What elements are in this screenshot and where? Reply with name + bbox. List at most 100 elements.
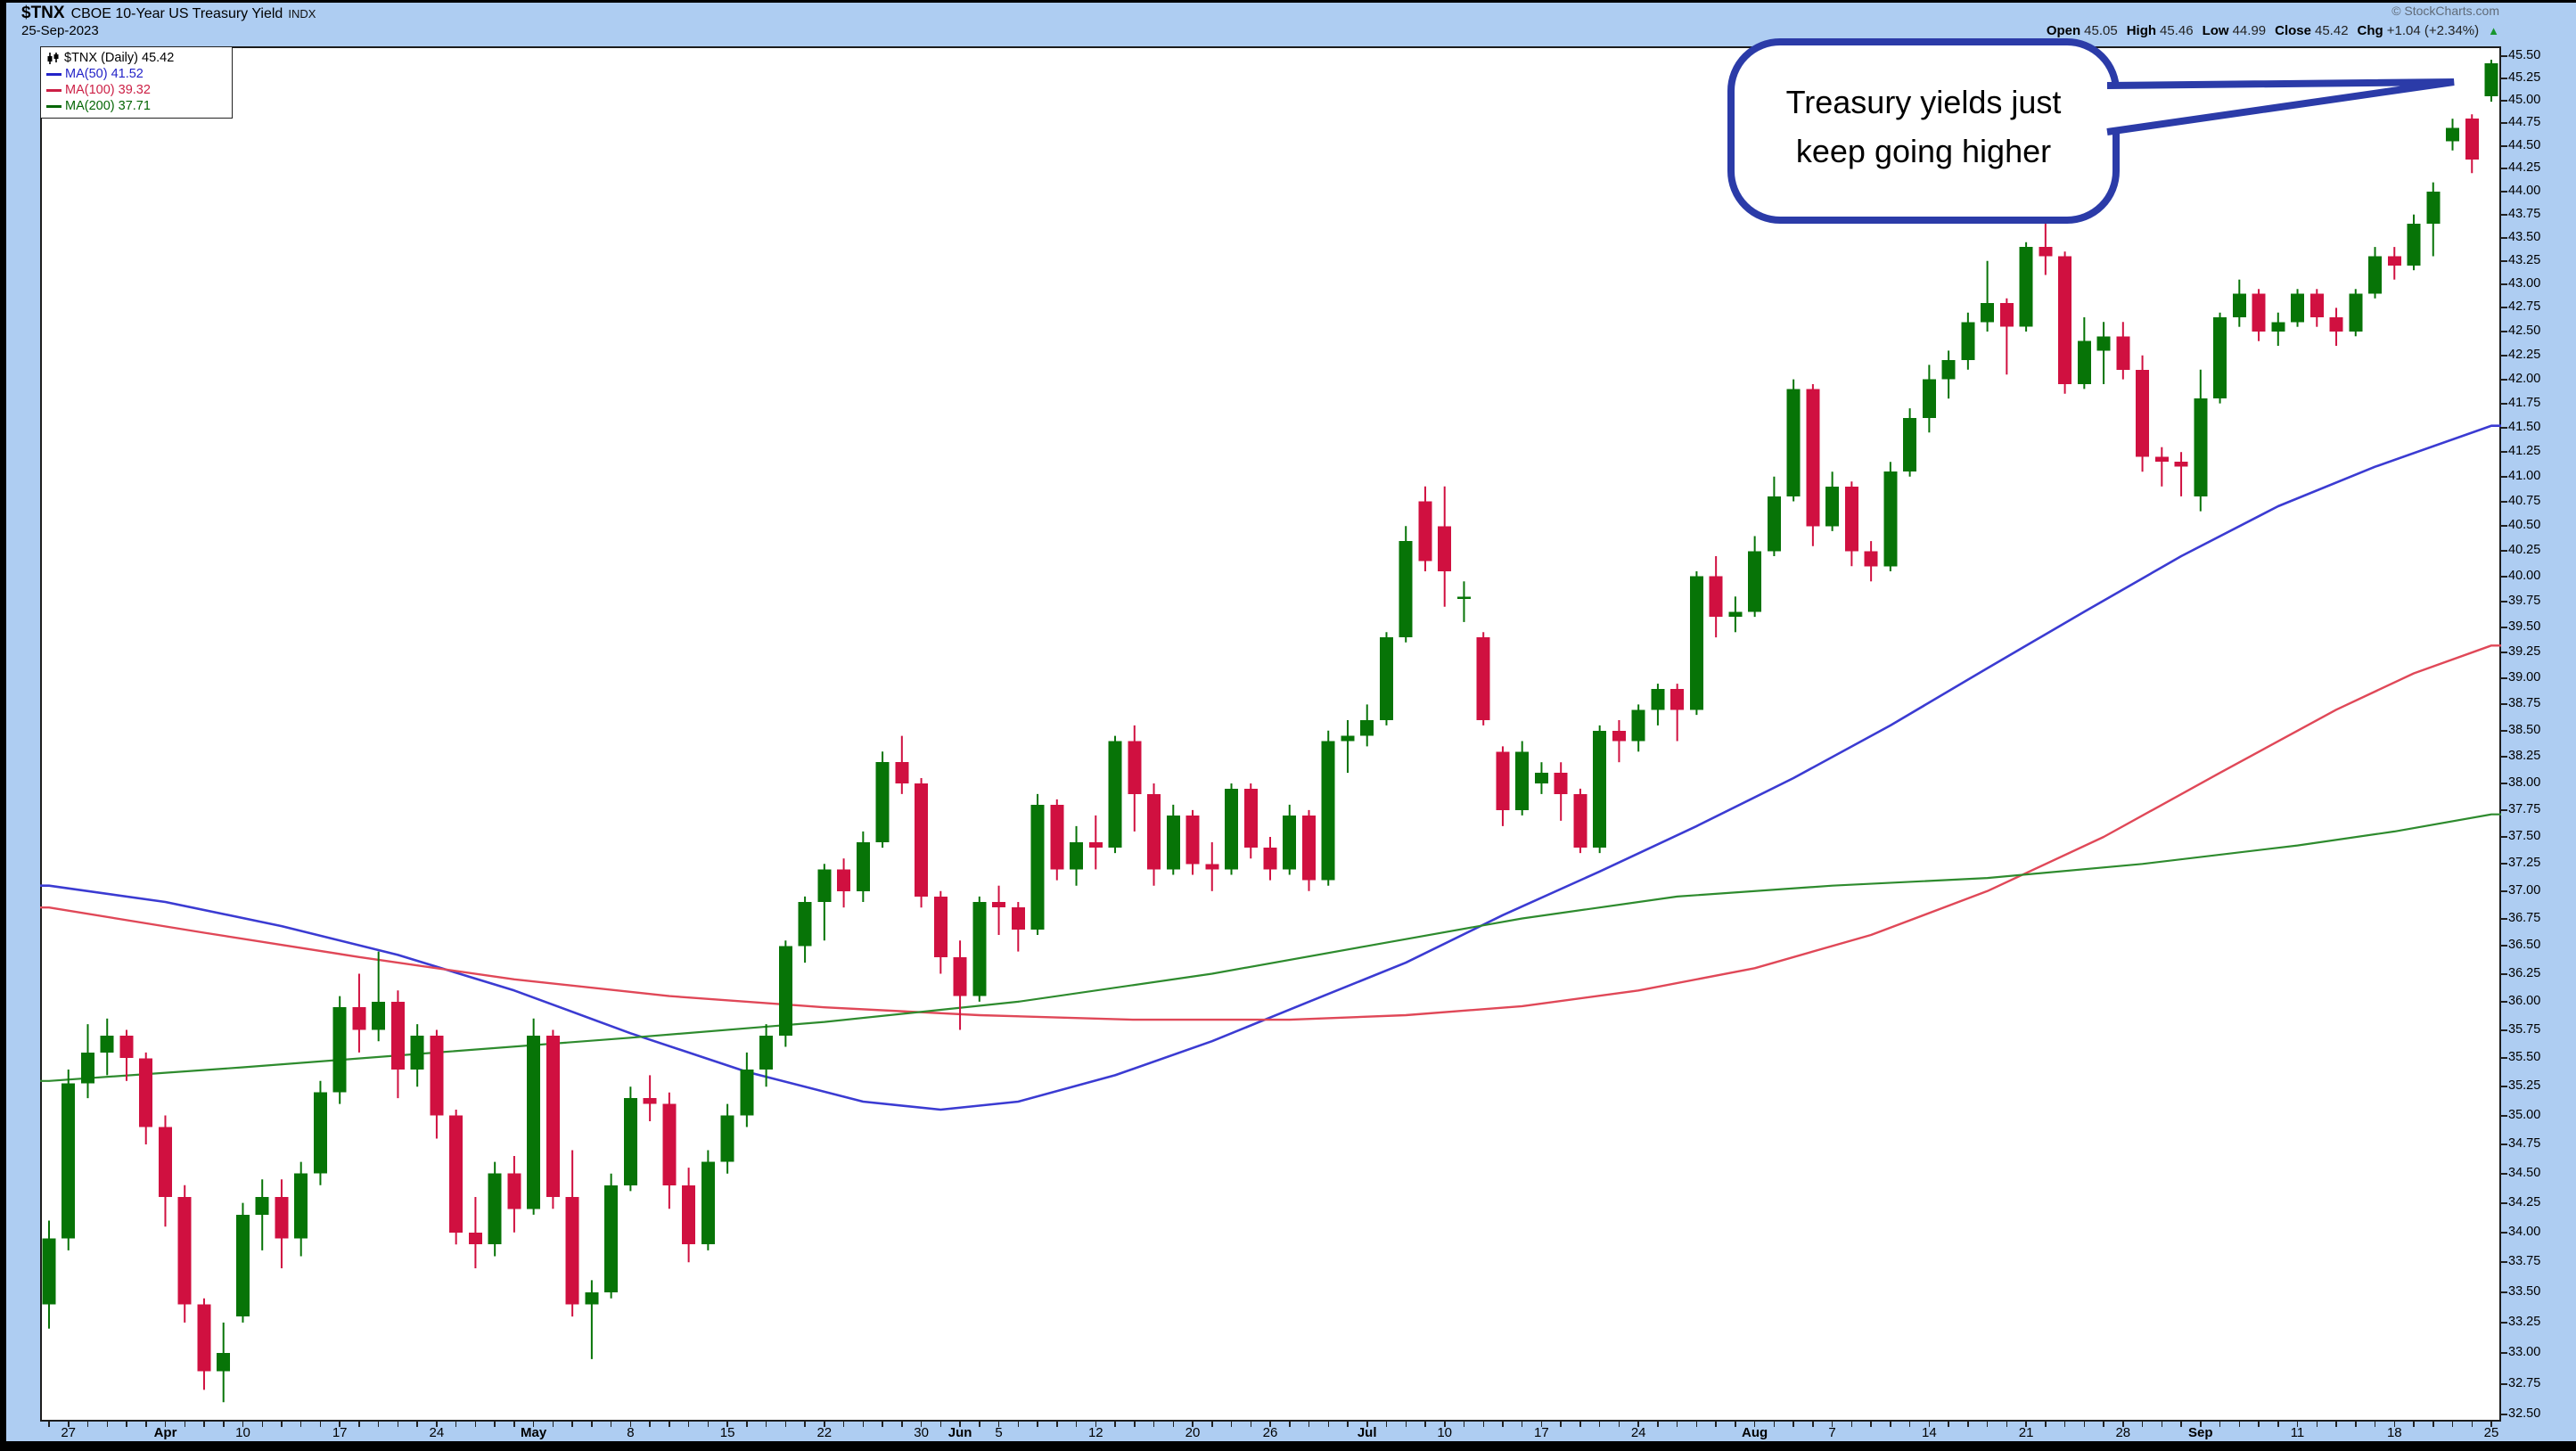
- candle: [1283, 804, 1297, 875]
- date-axis-label: 7: [1828, 1425, 1836, 1440]
- candle: [623, 1086, 637, 1192]
- candle: [1961, 312, 1975, 370]
- price-axis-tick: [2500, 889, 2507, 892]
- candle: [1108, 735, 1122, 854]
- date-axis-tick: [1831, 1422, 1834, 1427]
- candle: [565, 1150, 579, 1317]
- date-axis-tick: [2296, 1422, 2299, 1427]
- symbol-label: $TNX: [21, 4, 65, 22]
- date-axis-tick: [1424, 1422, 1426, 1427]
- candle: [1767, 476, 1781, 556]
- price-chart: [40, 46, 2501, 1422]
- date-axis-tick: [1327, 1422, 1329, 1427]
- price-axis-label: 45.50: [2508, 48, 2541, 62]
- price-axis-label: 38.25: [2508, 749, 2541, 764]
- price-axis-tick: [2500, 972, 2507, 975]
- date-axis-tick: [2258, 1422, 2260, 1427]
- date-axis-tick: [2432, 1422, 2434, 1427]
- date-axis-tick: [2471, 1422, 2473, 1427]
- date-axis-tick: [223, 1422, 225, 1427]
- price-axis-tick: [2500, 1261, 2507, 1264]
- date-axis-tick: [979, 1422, 980, 1427]
- candle: [778, 940, 792, 1047]
- candle: [992, 885, 1006, 935]
- price-axis-label: 38.50: [2508, 722, 2541, 737]
- legend-ma100-label: MA(100) 39.32: [65, 83, 151, 97]
- price-axis-label: 39.00: [2508, 670, 2541, 685]
- date-axis-label: 5: [995, 1425, 1003, 1440]
- date-axis-tick: [397, 1422, 399, 1427]
- date-axis-label: May: [521, 1425, 547, 1440]
- candle: [119, 1029, 134, 1081]
- date-axis-tick: [2335, 1422, 2337, 1427]
- date-axis-tick: [1850, 1422, 1853, 1427]
- candle: [81, 1024, 94, 1099]
- date-axis-tick: [552, 1422, 554, 1427]
- candle: [1147, 783, 1161, 886]
- candle: [1011, 902, 1025, 952]
- date-axis-tick: [2490, 1422, 2492, 1427]
- candle: [682, 1168, 696, 1263]
- price-axis-tick: [2500, 1201, 2507, 1204]
- price-axis-label: 37.00: [2508, 882, 2541, 898]
- date-axis-tick: [669, 1422, 670, 1427]
- date-axis-tick: [261, 1422, 263, 1427]
- candle: [1360, 704, 1374, 747]
- date-axis-tick: [2161, 1422, 2163, 1427]
- date-axis-tick: [1405, 1422, 1407, 1427]
- candle: [1070, 825, 1083, 886]
- date-axis-tick: [1967, 1422, 1969, 1427]
- candle: [1050, 799, 1064, 881]
- date-axis-tick: [824, 1422, 825, 1427]
- chg-value: +1.04 (+2.34%): [2386, 23, 2480, 38]
- open-value: 45.05: [2084, 23, 2118, 38]
- price-axis-label: 41.50: [2508, 419, 2541, 434]
- date-axis-tick: [1793, 1422, 1794, 1427]
- candle: [2213, 312, 2227, 404]
- price-axis-label: 32.50: [2508, 1406, 2541, 1422]
- price-axis-tick: [2500, 475, 2507, 478]
- date-axis-label: Aug: [1742, 1425, 1768, 1440]
- date-axis-tick: [377, 1422, 380, 1427]
- candle: [527, 1018, 541, 1215]
- chart-date: 25-Sep-2023: [21, 23, 99, 38]
- candle: [488, 1161, 502, 1257]
- candle: [585, 1280, 599, 1359]
- candle: [255, 1179, 269, 1250]
- date-axis-tick: [1037, 1422, 1038, 1427]
- date-axis-tick: [1095, 1422, 1096, 1427]
- candle: [1534, 762, 1548, 794]
- candle: [100, 1018, 114, 1076]
- date-axis-tick: [86, 1422, 89, 1427]
- date-axis-label: 25: [2483, 1425, 2499, 1440]
- open-label: Open: [2046, 23, 2081, 38]
- candle: [837, 858, 851, 908]
- candle: [1438, 486, 1452, 607]
- price-axis-label: 36.25: [2508, 965, 2541, 980]
- price-axis-tick: [2500, 1352, 2507, 1355]
- date-axis-tick: [1230, 1422, 1233, 1427]
- candle: [643, 1075, 657, 1121]
- price-axis-tick: [2500, 677, 2507, 680]
- date-axis-tick: [1676, 1422, 1678, 1427]
- date-axis-tick: [2451, 1422, 2454, 1427]
- price-axis-tick: [2500, 1231, 2507, 1234]
- date-axis-tick: [1056, 1422, 1058, 1427]
- date-axis-tick: [939, 1422, 942, 1427]
- price-axis-tick: [2500, 703, 2507, 706]
- price-axis-label: 35.75: [2508, 1021, 2541, 1037]
- candle: [2426, 182, 2441, 257]
- date-axis-tick: [319, 1422, 322, 1427]
- date-axis-tick: [804, 1422, 806, 1427]
- price-axis-tick: [2500, 283, 2507, 285]
- price-axis-tick: [2500, 525, 2507, 528]
- candle: [1806, 384, 1820, 546]
- price-axis-tick: [2500, 378, 2507, 381]
- bottom-border: [0, 1441, 2576, 1451]
- date-axis-tick: [68, 1422, 70, 1427]
- price-axis-label: 36.50: [2508, 938, 2541, 953]
- date-axis-tick: [571, 1422, 573, 1427]
- ma100-swatch: [46, 88, 62, 92]
- date-axis-tick: [842, 1422, 845, 1427]
- candle: [390, 990, 405, 1099]
